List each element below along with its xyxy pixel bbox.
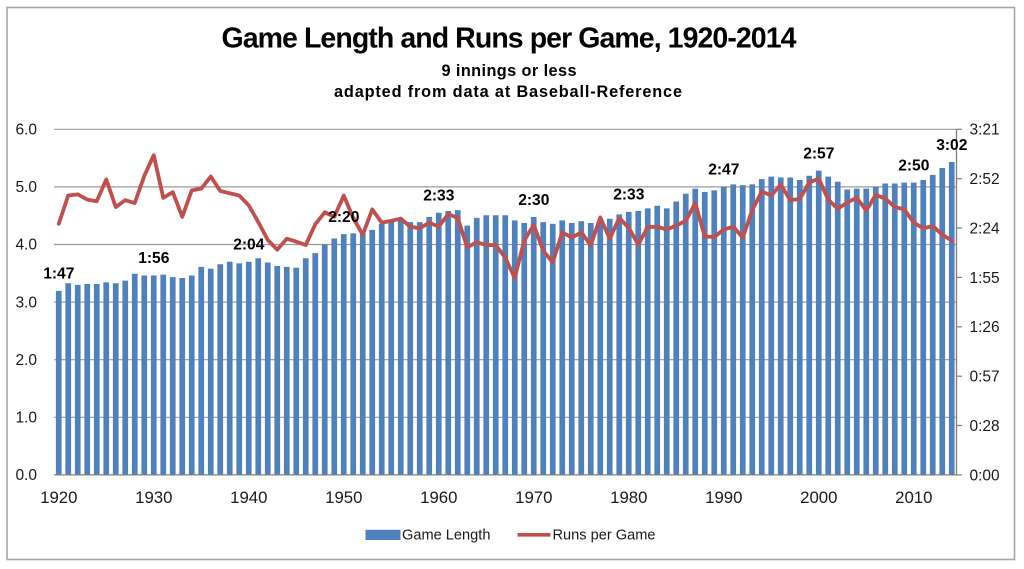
svg-text:2000: 2000: [800, 488, 837, 507]
svg-text:4.0: 4.0: [15, 237, 37, 254]
svg-text:0:00: 0:00: [970, 467, 1001, 484]
svg-text:2:33: 2:33: [613, 187, 645, 204]
svg-text:1950: 1950: [325, 488, 362, 507]
svg-text:5.0: 5.0: [15, 179, 37, 196]
svg-text:2:52: 2:52: [970, 171, 1000, 188]
svg-text:Runs per Game: Runs per Game: [553, 528, 656, 544]
svg-text:1920: 1920: [40, 488, 77, 507]
svg-text:2:50: 2:50: [898, 157, 930, 174]
svg-text:2:33: 2:33: [423, 188, 455, 205]
svg-text:1:56: 1:56: [138, 250, 170, 267]
svg-text:Game Length and Runs per Game,: Game Length and Runs per Game, 1920-2014: [222, 23, 797, 55]
svg-text:2:47: 2:47: [708, 162, 739, 179]
svg-text:1970: 1970: [515, 488, 552, 507]
svg-text:1960: 1960: [420, 488, 457, 507]
svg-text:1.0: 1.0: [15, 410, 37, 427]
svg-text:3:21: 3:21: [970, 122, 1000, 139]
svg-text:2:24: 2:24: [970, 220, 1001, 237]
svg-text:2.0: 2.0: [15, 352, 37, 369]
svg-text:2:04: 2:04: [233, 237, 265, 254]
svg-text:adapted from data at Baseball-: adapted from data at Baseball-Reference: [334, 83, 682, 101]
svg-text:2:20: 2:20: [328, 209, 360, 226]
svg-text:1990: 1990: [705, 488, 742, 507]
svg-text:0:57: 0:57: [970, 369, 1000, 386]
svg-text:1:55: 1:55: [970, 270, 1000, 287]
svg-text:2010: 2010: [895, 488, 932, 507]
svg-text:3:02: 3:02: [936, 137, 968, 154]
svg-text:2:57: 2:57: [803, 145, 834, 162]
svg-text:1940: 1940: [230, 488, 267, 507]
svg-text:9 innings or less: 9 innings or less: [442, 62, 577, 80]
svg-text:0.0: 0.0: [15, 467, 37, 484]
svg-text:3.0: 3.0: [15, 294, 37, 311]
svg-text:6.0: 6.0: [15, 122, 37, 139]
svg-text:1:47: 1:47: [43, 266, 74, 283]
svg-text:2:30: 2:30: [518, 192, 550, 209]
svg-text:1:26: 1:26: [970, 319, 1000, 336]
svg-text:1980: 1980: [610, 488, 647, 507]
svg-text:Game Length: Game Length: [402, 528, 490, 544]
svg-text:0:28: 0:28: [970, 418, 1000, 435]
svg-text:1930: 1930: [135, 488, 172, 507]
